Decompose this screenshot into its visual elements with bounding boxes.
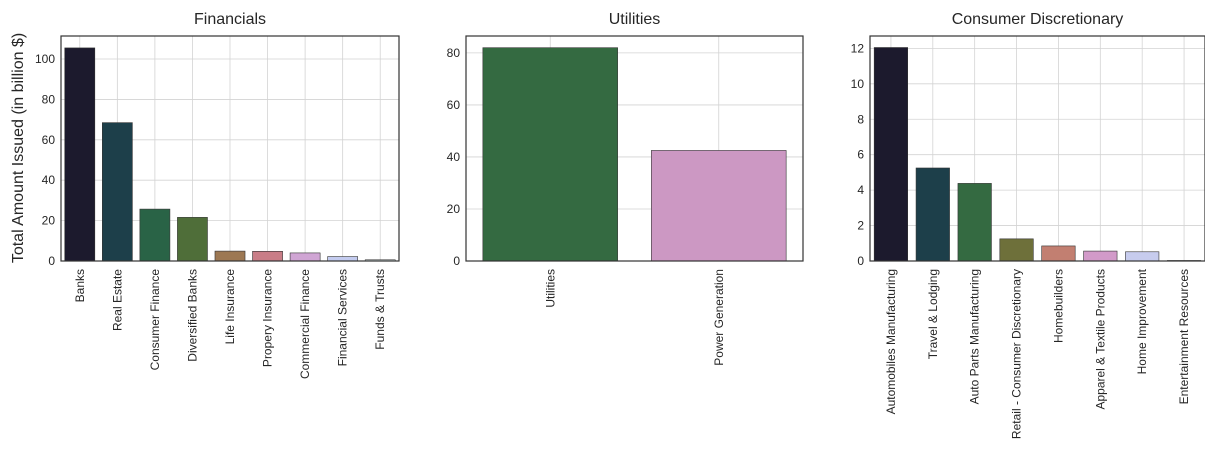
y-tick-label: 60 (42, 133, 56, 147)
bar (327, 256, 358, 262)
plot-frame (60, 35, 400, 262)
x-tick-label: Utilities (543, 269, 557, 308)
y-tick-label: 20 (447, 202, 461, 216)
plot-frame (869, 35, 1205, 262)
y-tick-label: 6 (857, 148, 864, 162)
bar (102, 122, 133, 262)
bar (139, 208, 171, 262)
bar (1041, 245, 1076, 262)
y-tick-label: 40 (42, 173, 56, 187)
x-tick-label: Funds & Trusts (373, 269, 387, 350)
x-tick-label: Consumer Finance (148, 269, 162, 371)
x-tick-label: Commercial Finance (298, 269, 312, 379)
x-tick-label: Homebuilders (1051, 269, 1065, 343)
y-tick-label: 8 (857, 112, 864, 126)
plot-frame (465, 35, 804, 262)
y-tick-label: 80 (447, 46, 461, 60)
x-tick-label: Auto Parts Manufacturing (968, 269, 982, 404)
chart-title: Utilities (609, 11, 661, 28)
x-tick-label: Apparel & Textile Products (1093, 269, 1107, 410)
bar (64, 47, 96, 262)
x-tick-label: Automobiles Manufacturing (884, 269, 898, 414)
bar (915, 167, 950, 262)
chart-title: Financials (194, 11, 266, 28)
y-tick-label: 100 (35, 52, 55, 66)
y-tick-label: 10 (851, 77, 865, 91)
y-tick-label: 0 (453, 254, 460, 268)
chart-title: Consumer Discretionary (952, 11, 1124, 28)
bar (873, 47, 908, 262)
bar (1083, 250, 1118, 262)
x-tick-label: Propery Insurance (261, 269, 275, 367)
chart-panel-3: 0 2 4 6 8 10 12 Automobiles Manufacturing Travel… (851, 11, 1205, 439)
x-tick-label: Entertainment Resources (1177, 269, 1191, 404)
bar (482, 47, 618, 262)
x-tick-label: Real Estate (110, 269, 124, 331)
bar (252, 251, 283, 262)
chart-panel-1: 0 20 40 60 80 100 Banks Real Estate Consumer Fin… (35, 11, 400, 379)
y-tick-label: 20 (42, 214, 56, 228)
bar (177, 217, 208, 262)
bar (1125, 251, 1160, 262)
y-tick-label: 2 (857, 219, 864, 233)
y-tick-label: 80 (42, 92, 56, 106)
y-axis-label: Total Amount Issued (in billion $) (10, 33, 27, 263)
x-tick-label: Banks (73, 269, 87, 302)
y-tick-label: 0 (857, 254, 864, 268)
x-tick-label: Financial Services (336, 269, 350, 366)
chart-panel-2: 0 20 40 60 80 Utilities Power Generation Utilit… (447, 11, 804, 366)
y-tick-label: 0 (48, 254, 55, 268)
x-tick-label: Home Improvement (1135, 268, 1149, 374)
bar (999, 238, 1034, 262)
x-tick-label: Diversified Banks (185, 269, 199, 362)
bar (214, 250, 246, 262)
x-tick-label: Power Generation (712, 269, 726, 366)
y-tick-label: 4 (857, 183, 864, 197)
y-tick-label: 12 (851, 41, 865, 55)
y-tick-label: 40 (447, 150, 461, 164)
x-tick-label: Life Insurance (223, 269, 237, 345)
x-tick-label: Retail - Consumer Discretionary (1010, 269, 1024, 439)
x-tick-label: Travel & Lodging (926, 269, 940, 359)
y-tick-label: 60 (447, 98, 461, 112)
bar (957, 183, 992, 262)
bar (289, 252, 321, 262)
bar (651, 150, 787, 262)
